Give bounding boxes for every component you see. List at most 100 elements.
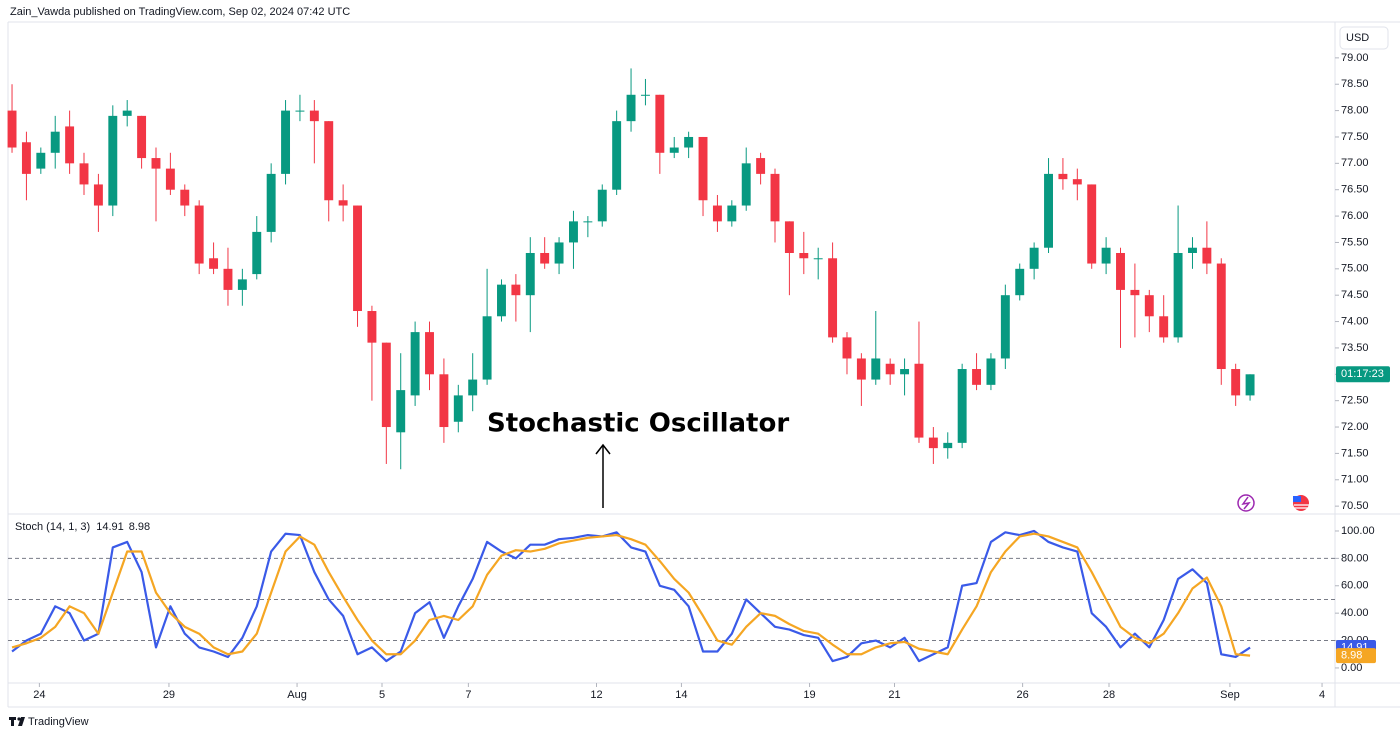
candle-body (453, 395, 463, 422)
x-tick-label: 26 (1016, 689, 1028, 701)
candle-body (972, 369, 982, 385)
candle-body (252, 231, 262, 275)
y-tick-label: 78.50 (1341, 78, 1369, 90)
candle-body (640, 94, 650, 96)
value-badge-label: 8.98 (1341, 650, 1362, 662)
candle-body (237, 279, 247, 290)
candle-body (655, 94, 665, 153)
candle-body (900, 369, 910, 375)
logo-part (11, 717, 14, 726)
candle-body (1188, 247, 1197, 253)
candle-body (813, 258, 823, 260)
country-icon-field (1293, 496, 1301, 502)
y-tick-label: 0.00 (1341, 662, 1362, 674)
candle-body (799, 252, 809, 259)
x-tick-label: Aug (287, 689, 307, 701)
candle-body (1072, 179, 1082, 185)
candle-body (626, 94, 636, 122)
annotation: Stochastic Oscillator (487, 409, 789, 439)
candle-body (353, 205, 362, 312)
candle-body (65, 126, 75, 164)
legend-value: 14.91 (96, 521, 124, 533)
candle-body (209, 258, 219, 269)
candle-body (914, 363, 924, 438)
event-icon[interactable] (1237, 494, 1255, 512)
candle-body (21, 142, 31, 174)
logo-part (17, 717, 21, 721)
candle-body (309, 110, 319, 122)
candle-body (93, 184, 103, 206)
candle-body (468, 379, 478, 396)
candle-body (1159, 316, 1169, 338)
candle-body (165, 168, 175, 190)
candle-body (856, 358, 866, 380)
candle-body (928, 437, 938, 449)
candle-body (1130, 289, 1140, 296)
candle-body (784, 221, 794, 253)
candle-body (108, 115, 118, 206)
y-tick-label: 72.50 (1341, 395, 1369, 407)
y-tick-label: 77.00 (1341, 157, 1369, 169)
countdown-badge (1336, 366, 1390, 383)
logo-part (18, 717, 25, 726)
stoch-line (11, 529, 1251, 663)
countdown: 01:17:23 (1341, 368, 1384, 380)
x-tick-label: 29 (163, 689, 175, 701)
candle-body (7, 110, 17, 148)
candle-body (1116, 252, 1125, 290)
x-tick-label: 28 (1103, 689, 1115, 701)
candle-body (1087, 184, 1097, 264)
candle-body (828, 258, 838, 338)
y-tick-label: 40.00 (1341, 607, 1369, 619)
candle-body (497, 284, 506, 317)
candle-body (79, 163, 89, 185)
candle-body (741, 163, 751, 206)
y-tick-label: 74.50 (1341, 289, 1369, 301)
candle-body (367, 311, 377, 343)
candle-body (511, 284, 521, 296)
candle-body (295, 110, 305, 112)
currency-box[interactable] (1339, 26, 1389, 50)
candle-body (151, 158, 161, 169)
candle-body (194, 205, 204, 264)
candle-body (1015, 268, 1025, 296)
y-tick-label: 70.50 (1341, 500, 1369, 512)
y-tick-label: 73.50 (1341, 342, 1369, 354)
candle-body (1000, 295, 1010, 359)
y-tick-label: 76.00 (1341, 210, 1369, 222)
y-tick-label: 77.50 (1341, 131, 1369, 143)
currency: USD (1346, 32, 1369, 44)
candle-body (669, 147, 679, 153)
y-tick-label: 72.00 (1341, 421, 1369, 433)
candle-body (338, 200, 348, 206)
candle-body (554, 242, 564, 264)
candle-body (50, 131, 60, 153)
x-tick-label: 5 (379, 689, 385, 701)
candle-body (36, 152, 46, 169)
legend-value: 8.98 (129, 521, 150, 533)
x-tick-label: 24 (33, 689, 45, 701)
candle-body (885, 363, 895, 375)
x-tick-label: 19 (803, 689, 815, 701)
annotation-arrowhead (595, 443, 611, 455)
value-badge (1336, 648, 1376, 664)
y-tick-label: 76.50 (1341, 184, 1369, 196)
candle-body (540, 252, 550, 264)
candle-body (756, 158, 766, 174)
y-tick-label: 75.00 (1341, 263, 1369, 275)
x-tick-label: 4 (1319, 689, 1325, 701)
candle-body (943, 442, 953, 449)
candle-body (612, 121, 622, 190)
candle-body (684, 136, 694, 148)
candle-body (425, 332, 434, 375)
indicator-title: Stoch (14, 1, 3) (15, 521, 90, 533)
candle-body (727, 205, 737, 222)
candle-body (597, 189, 607, 222)
candle-body (583, 221, 593, 223)
x-tick-label: 21 (888, 689, 900, 701)
candle-body (324, 121, 334, 201)
x-tick-label: 7 (465, 689, 471, 701)
candle-body (1245, 374, 1255, 396)
y-tick-label: 71.00 (1341, 474, 1369, 486)
